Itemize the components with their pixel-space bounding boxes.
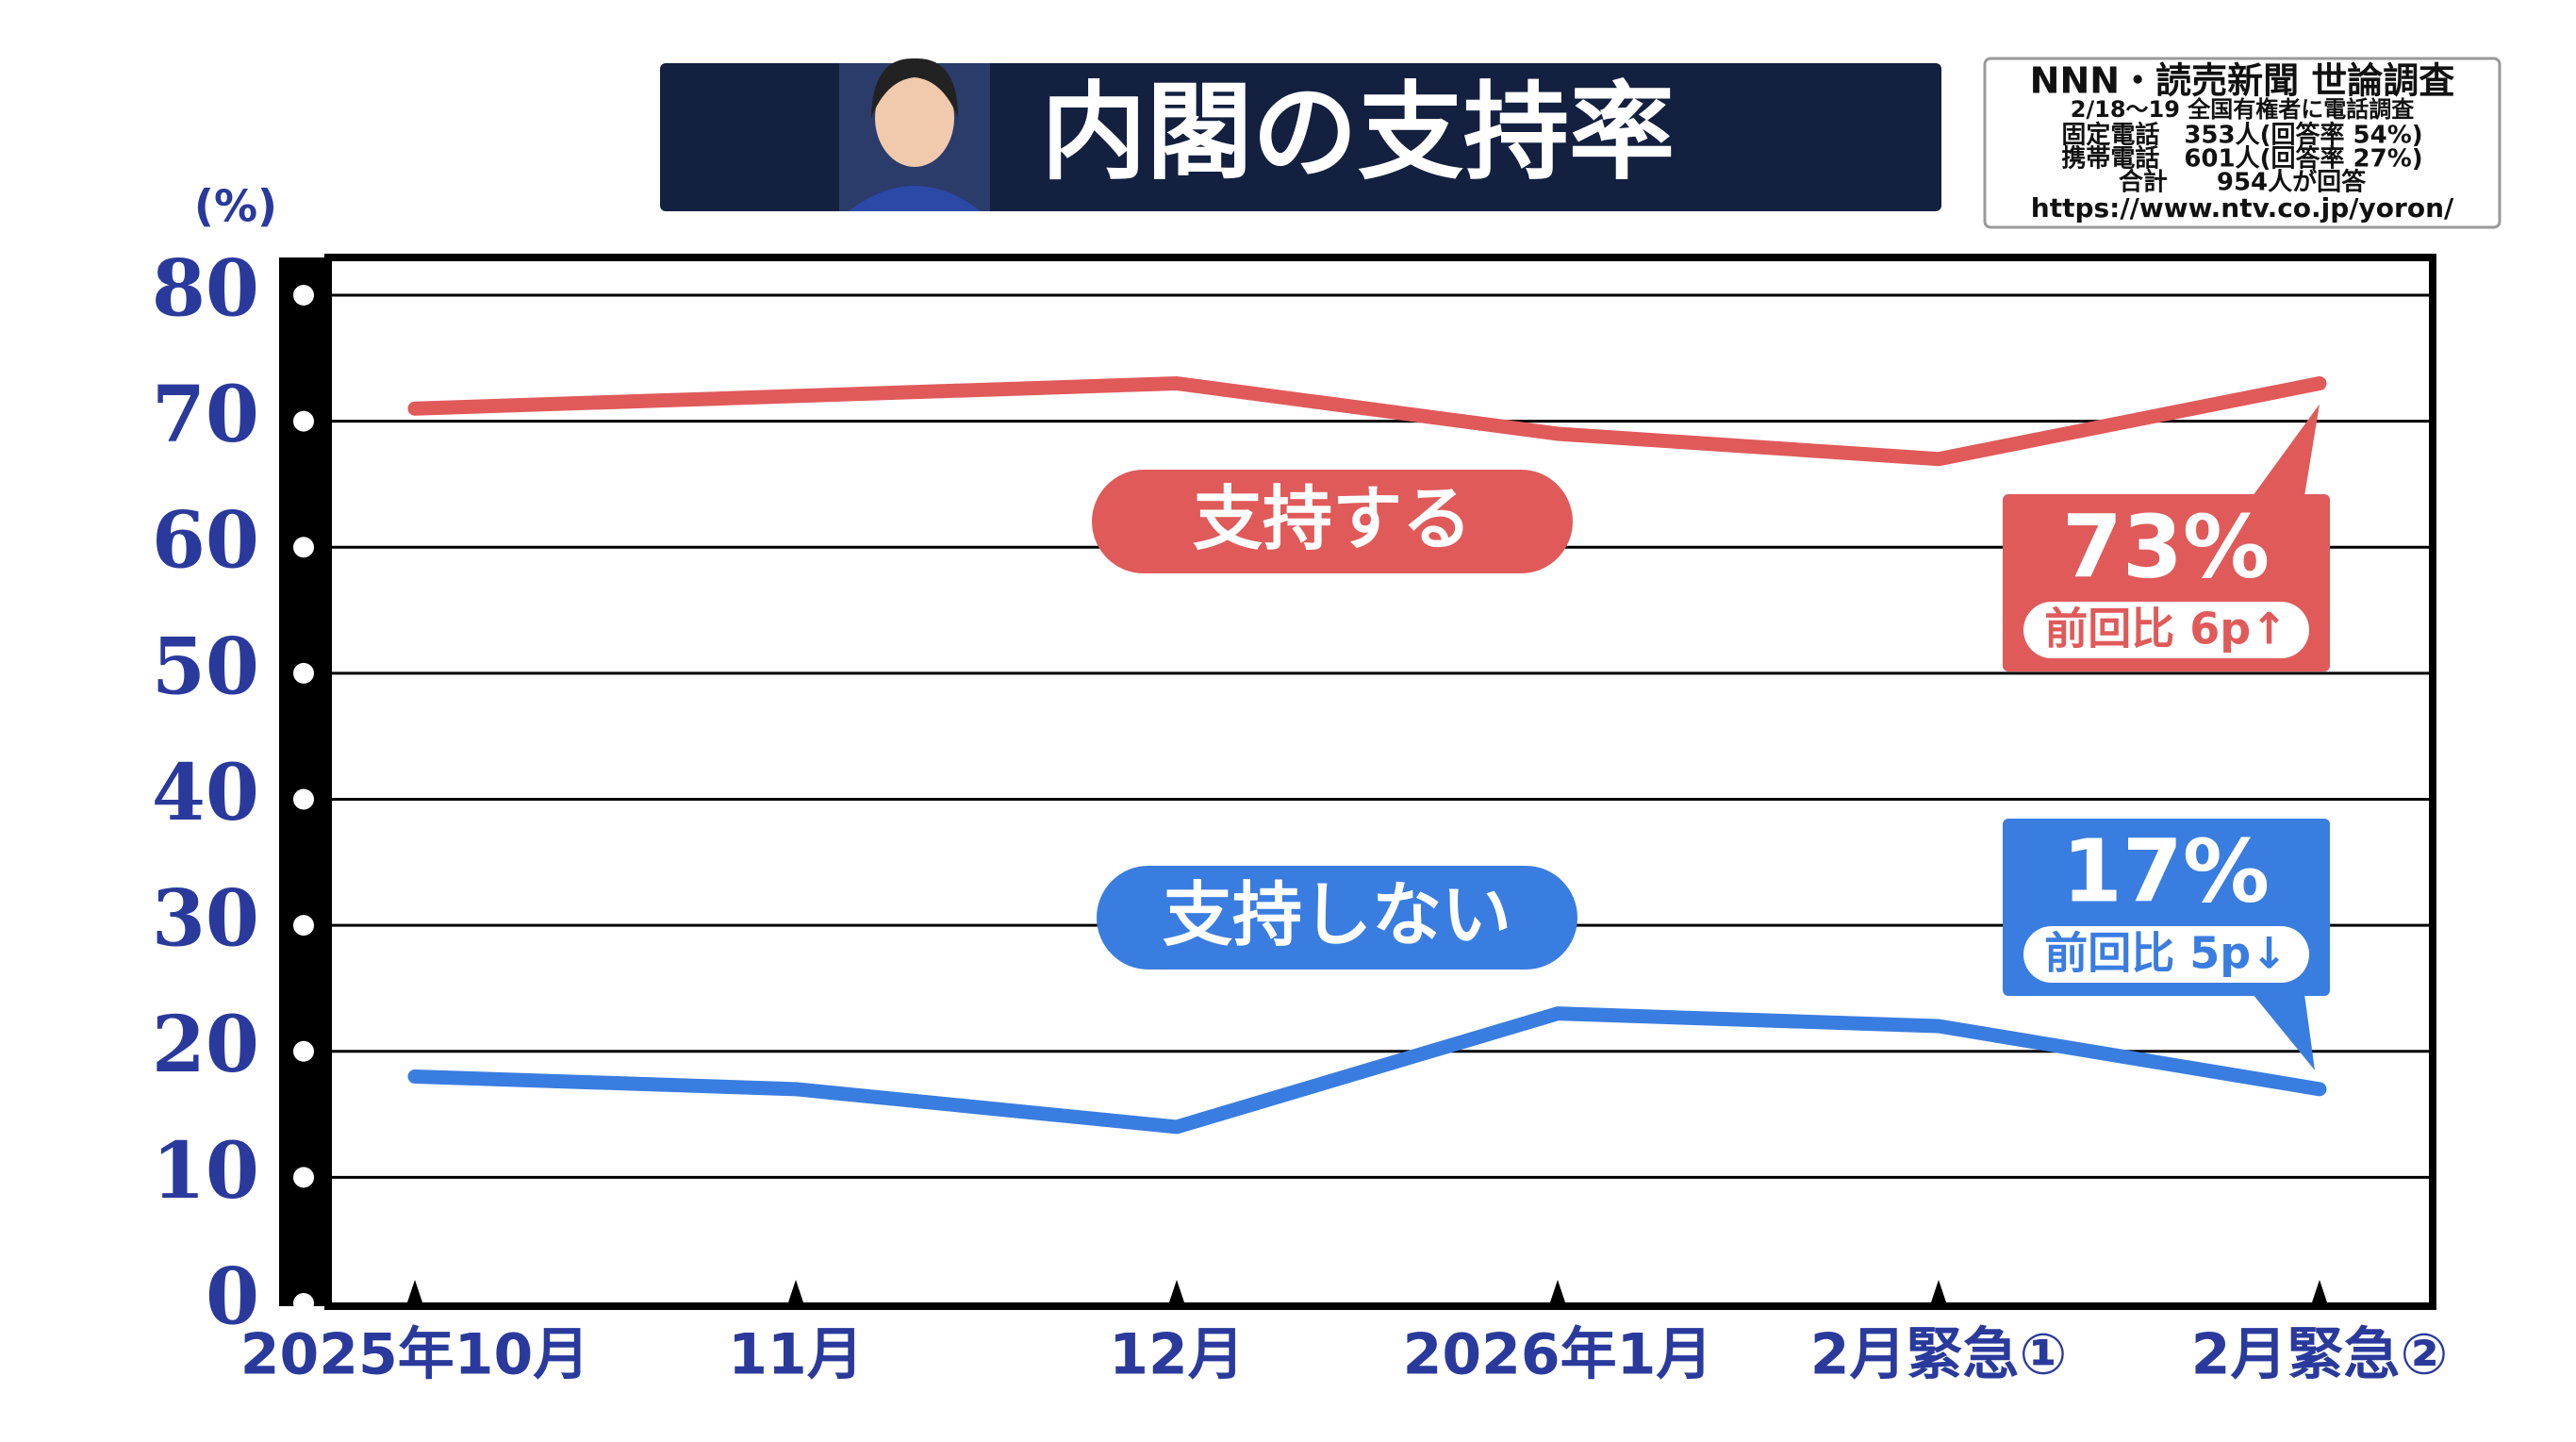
series-label-pill (1097, 866, 1577, 970)
y-tick-label: 60 (152, 496, 259, 587)
y-unit-label: (%) (194, 181, 277, 232)
chart-title: 内閣の支持率 (1041, 72, 1675, 194)
source-text: 合計 954人が回答 (2119, 168, 2367, 197)
source-box (1983, 57, 2502, 229)
series-line (407, 1006, 2327, 1135)
y-tick-label: 20 (152, 1000, 259, 1090)
y-tick-label: 10 (152, 1126, 259, 1217)
change-pill (2023, 926, 2309, 983)
source-text: 固定電話 353人(回答率 54%) (2061, 121, 2422, 150)
y-tick-dot (293, 1040, 314, 1062)
y-tick-dot (293, 788, 314, 810)
x-tick (407, 1280, 422, 1302)
x-tick (1931, 1280, 1946, 1302)
x-tick (1550, 1280, 1565, 1302)
y-tick-dot (293, 537, 314, 558)
y-tick-dot (293, 915, 314, 936)
source-text: NNN・読売新聞 世論調査 (2030, 60, 2455, 102)
series-label: 支持する (1193, 479, 1472, 560)
source-text: 2/18〜19 全国有権者に電話調査 (2071, 96, 2415, 123)
y-tick-label: 30 (152, 874, 259, 965)
x-tick-label: 2025年10月 (240, 1322, 590, 1388)
y-tick-label: 0 (206, 1251, 259, 1342)
x-tick-label: 2026年1月 (1403, 1322, 1713, 1388)
plot-frame (324, 254, 2436, 1310)
y-tick-dot (293, 662, 314, 684)
value-label: 73% (2062, 496, 2270, 597)
series-label: 支持しない (1163, 875, 1511, 956)
value-label: 17% (2062, 820, 2270, 921)
x-tick (788, 1280, 803, 1302)
change-label: 前回比 6p↑ (2044, 604, 2287, 655)
y-tick-label: 80 (152, 243, 259, 334)
x-tick (2312, 1280, 2327, 1302)
change-pill (2023, 602, 2309, 658)
series-line (407, 376, 2327, 467)
source-text: 携帯電話 601人(回答率 27%) (2061, 144, 2422, 174)
y-tick-dot (293, 1293, 314, 1314)
portrait (839, 58, 990, 211)
x-tick-label: 2月緊急② (2191, 1322, 2449, 1388)
y-tick-label: 50 (152, 622, 259, 712)
x-tick (1169, 1280, 1184, 1302)
x-tick-label: 11月 (728, 1322, 864, 1388)
source-text: https://www.ntv.co.jp/yoron/ (2031, 192, 2454, 224)
callout-pointer (2253, 994, 2315, 1070)
y-axis-bar (279, 257, 328, 1306)
y-tick-dot (293, 285, 314, 306)
x-tick-label: 2月緊急① (1810, 1322, 2068, 1388)
change-label: 前回比 5p↓ (2044, 928, 2287, 979)
y-tick-label: 70 (152, 370, 259, 460)
y-tick-dot (293, 410, 314, 432)
y-tick-label: 40 (152, 748, 259, 838)
x-tick-label: 12月 (1109, 1322, 1245, 1388)
callout-pointer (2253, 404, 2320, 496)
series-label-pill (1092, 470, 1573, 573)
y-tick-dot (293, 1167, 314, 1188)
